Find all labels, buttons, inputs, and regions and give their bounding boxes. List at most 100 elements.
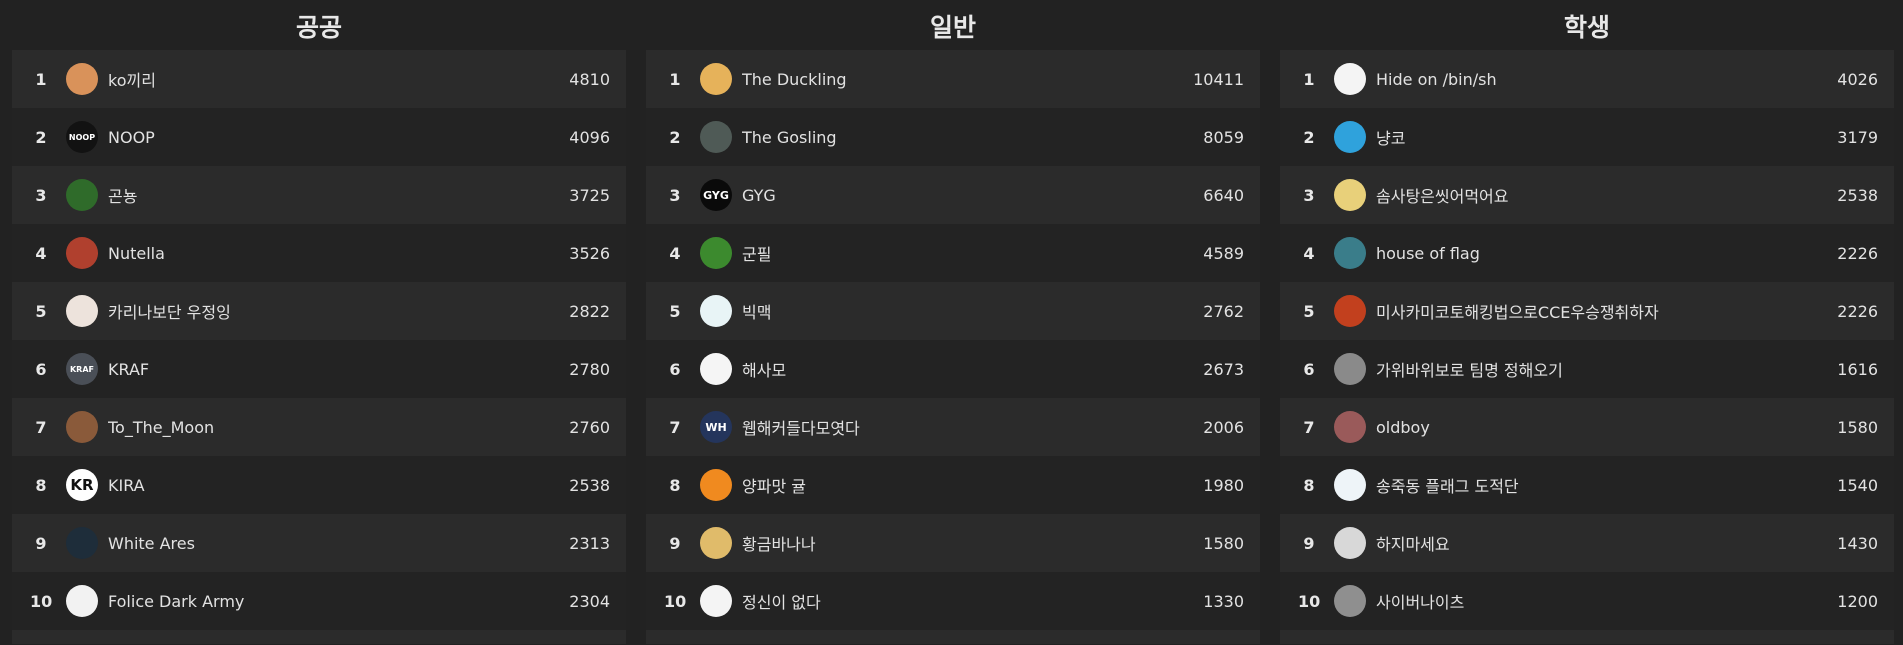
table-row[interactable]: 2 냥코 3179 xyxy=(1280,108,1894,166)
table-row[interactable]: 9 White Ares 2313 xyxy=(12,514,626,572)
rank-number: 9 xyxy=(35,533,47,553)
team-name: The Duckling xyxy=(742,69,847,89)
team-score: 3179 xyxy=(1837,127,1878,147)
team-avatar-icon xyxy=(700,295,732,327)
table-row[interactable]: 10 Folice Dark Army 2304 xyxy=(12,572,626,630)
rank-number: 4 xyxy=(35,243,47,263)
table-row[interactable]: 1 The Duckling 10411 xyxy=(646,50,1260,108)
table-row[interactable]: 4 Nutella 3526 xyxy=(12,224,626,282)
team-avatar-icon xyxy=(700,121,732,153)
table-row[interactable]: 4 house of flag 2226 xyxy=(1280,224,1894,282)
rank-number: 2 xyxy=(669,127,681,147)
team-score: 8059 xyxy=(1203,127,1244,147)
team-avatar-icon xyxy=(1334,585,1366,617)
team-score: 2304 xyxy=(569,591,610,611)
team-name: house of flag xyxy=(1376,243,1480,263)
team-name: White Ares xyxy=(108,533,195,553)
next-row-peek xyxy=(646,630,1260,644)
table-row[interactable]: 2 NOOP NOOP 4096 xyxy=(12,108,626,166)
rank-number: 6 xyxy=(35,359,47,379)
board-general: 일반 1 The Duckling 10411 2 The Gosling 8059 3 GY… xyxy=(646,0,1260,644)
rank-number: 3 xyxy=(1303,185,1315,205)
rank-number: 3 xyxy=(669,185,681,205)
team-name: 카리나보단 우정잉 xyxy=(108,303,231,322)
rank-number: 5 xyxy=(669,301,681,321)
team-avatar-icon xyxy=(66,411,98,443)
team-name: 군필 xyxy=(742,245,772,264)
team-name: 웹해커들다모엿다 xyxy=(742,419,860,438)
rank-number: 6 xyxy=(1303,359,1315,379)
rank-number: 6 xyxy=(669,359,681,379)
team-name: 하지마세요 xyxy=(1376,535,1450,554)
table-row[interactable]: 7 oldboy 1580 xyxy=(1280,398,1894,456)
team-avatar-icon xyxy=(1334,121,1366,153)
team-score: 1330 xyxy=(1203,591,1244,611)
team-avatar-icon: KRAF xyxy=(66,353,98,385)
team-avatar-icon xyxy=(1334,237,1366,269)
team-avatar-icon xyxy=(1334,179,1366,211)
team-avatar-icon xyxy=(1334,527,1366,559)
table-row[interactable]: 10 정신이 없다 1330 xyxy=(646,572,1260,630)
rank-list: 1 The Duckling 10411 2 The Gosling 8059 3 GYG GY… xyxy=(646,50,1260,644)
next-row-peek xyxy=(1280,630,1894,644)
table-row[interactable]: 6 가위바위보로 팀명 정해오기 1616 xyxy=(1280,340,1894,398)
table-row[interactable]: 5 빅맥 2762 xyxy=(646,282,1260,340)
rank-number: 2 xyxy=(1303,127,1315,147)
rank-number: 7 xyxy=(669,417,681,437)
team-name: 곤뇽 xyxy=(108,187,138,206)
table-row[interactable]: 6 KRAF KRAF 2780 xyxy=(12,340,626,398)
team-avatar-icon xyxy=(1334,295,1366,327)
team-score: 2226 xyxy=(1837,243,1878,263)
table-row[interactable]: 7 WH 웹해커들다모엿다 2006 xyxy=(646,398,1260,456)
team-score: 1980 xyxy=(1203,475,1244,495)
table-row[interactable]: 3 솜사탕은씻어먹어요 2538 xyxy=(1280,166,1894,224)
team-avatar-icon xyxy=(66,179,98,211)
table-row[interactable]: 2 The Gosling 8059 xyxy=(646,108,1260,166)
table-row[interactable]: 8 KR KIRA 2538 xyxy=(12,456,626,514)
table-row[interactable]: 4 군필 4589 xyxy=(646,224,1260,282)
team-avatar-icon xyxy=(66,237,98,269)
table-row[interactable]: 9 황금바나나 1580 xyxy=(646,514,1260,572)
next-row-peek xyxy=(12,630,626,644)
rank-number: 9 xyxy=(669,533,681,553)
rank-number: 8 xyxy=(1303,475,1315,495)
table-row[interactable]: 6 해사모 2673 xyxy=(646,340,1260,398)
team-score: 1616 xyxy=(1837,359,1878,379)
team-score: 2006 xyxy=(1203,417,1244,437)
rank-number: 9 xyxy=(1303,533,1315,553)
rank-number: 10 xyxy=(30,591,53,611)
team-score: 1200 xyxy=(1837,591,1878,611)
rank-number: 10 xyxy=(664,591,687,611)
table-row[interactable]: 3 곤뇽 3725 xyxy=(12,166,626,224)
board-title: 일반 xyxy=(929,13,976,42)
rank-number: 10 xyxy=(1298,591,1321,611)
board-public: 공공 1 ko끼리 4810 2 NOOP NOOP 4096 3 곤뇽 3725 4 Nutella… xyxy=(12,0,626,644)
rank-number: 3 xyxy=(35,185,47,205)
table-row[interactable]: 8 송죽동 플래그 도적단 1540 xyxy=(1280,456,1894,514)
table-row[interactable]: 10 사이버나이츠 1200 xyxy=(1280,572,1894,630)
table-row[interactable]: 1 Hide on /bin/sh 4026 xyxy=(1280,50,1894,108)
table-row[interactable]: 3 GYG GYG 6640 xyxy=(646,166,1260,224)
table-row[interactable]: 5 미사카미코토해킹법으로CCE우승쟁취하자 2226 xyxy=(1280,282,1894,340)
table-row[interactable]: 9 하지마세요 1430 xyxy=(1280,514,1894,572)
team-name: 해사모 xyxy=(742,361,787,380)
team-score: 2538 xyxy=(569,475,610,495)
team-name: Folice Dark Army xyxy=(108,591,245,611)
team-name: The Gosling xyxy=(742,127,837,147)
table-row[interactable]: 5 카리나보단 우정잉 2822 xyxy=(12,282,626,340)
team-avatar-icon xyxy=(700,469,732,501)
team-name: 송죽동 플래그 도적단 xyxy=(1376,477,1519,496)
table-row[interactable]: 8 양파맛 귤 1980 xyxy=(646,456,1260,514)
team-name: 솜사탕은씻어먹어요 xyxy=(1376,187,1509,206)
team-avatar-icon xyxy=(700,585,732,617)
team-name: GYG xyxy=(742,185,776,205)
rank-number: 7 xyxy=(1303,417,1315,437)
table-row[interactable]: 7 To_The_Moon 2760 xyxy=(12,398,626,456)
team-avatar-icon xyxy=(700,63,732,95)
team-score: 2822 xyxy=(569,301,610,321)
team-avatar-icon xyxy=(700,237,732,269)
table-row[interactable]: 1 ko끼리 4810 xyxy=(12,50,626,108)
team-avatar-icon xyxy=(66,527,98,559)
team-name: KIRA xyxy=(108,475,145,495)
team-name: oldboy xyxy=(1376,417,1430,437)
